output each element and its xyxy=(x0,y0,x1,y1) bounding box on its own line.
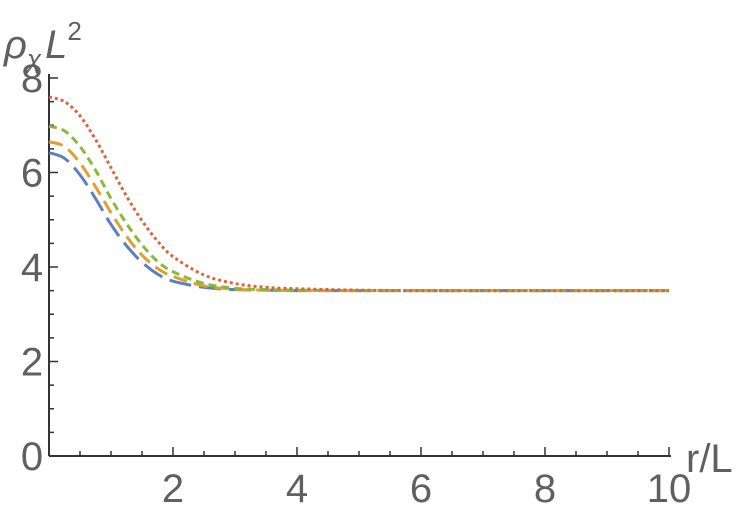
y-tick-label: 2 xyxy=(21,341,43,385)
y-tick-label: 4 xyxy=(21,246,43,290)
x-tick-label: 2 xyxy=(162,467,184,511)
x-tick-label: 4 xyxy=(286,467,308,511)
series-group xyxy=(48,95,669,293)
y-tick-label: 6 xyxy=(21,152,43,196)
x-axis-title: r/L xyxy=(686,437,733,481)
y-axis-title: ρχ L2 xyxy=(3,16,82,74)
series-line-2 xyxy=(48,140,669,293)
tick-labels: 2 4 6 8 10 0 2 4 6 8 xyxy=(21,57,691,511)
series-line-4 xyxy=(48,95,669,293)
x-tick-label: 6 xyxy=(410,467,432,511)
x-tick-label: 10 xyxy=(647,467,692,511)
series-line-3 xyxy=(48,124,669,293)
y-tick-label: 0 xyxy=(21,435,43,479)
axes xyxy=(48,74,671,457)
series-line-1 xyxy=(48,151,669,293)
y-tick-label: 8 xyxy=(21,57,43,101)
x-tick-label: 8 xyxy=(534,467,556,511)
